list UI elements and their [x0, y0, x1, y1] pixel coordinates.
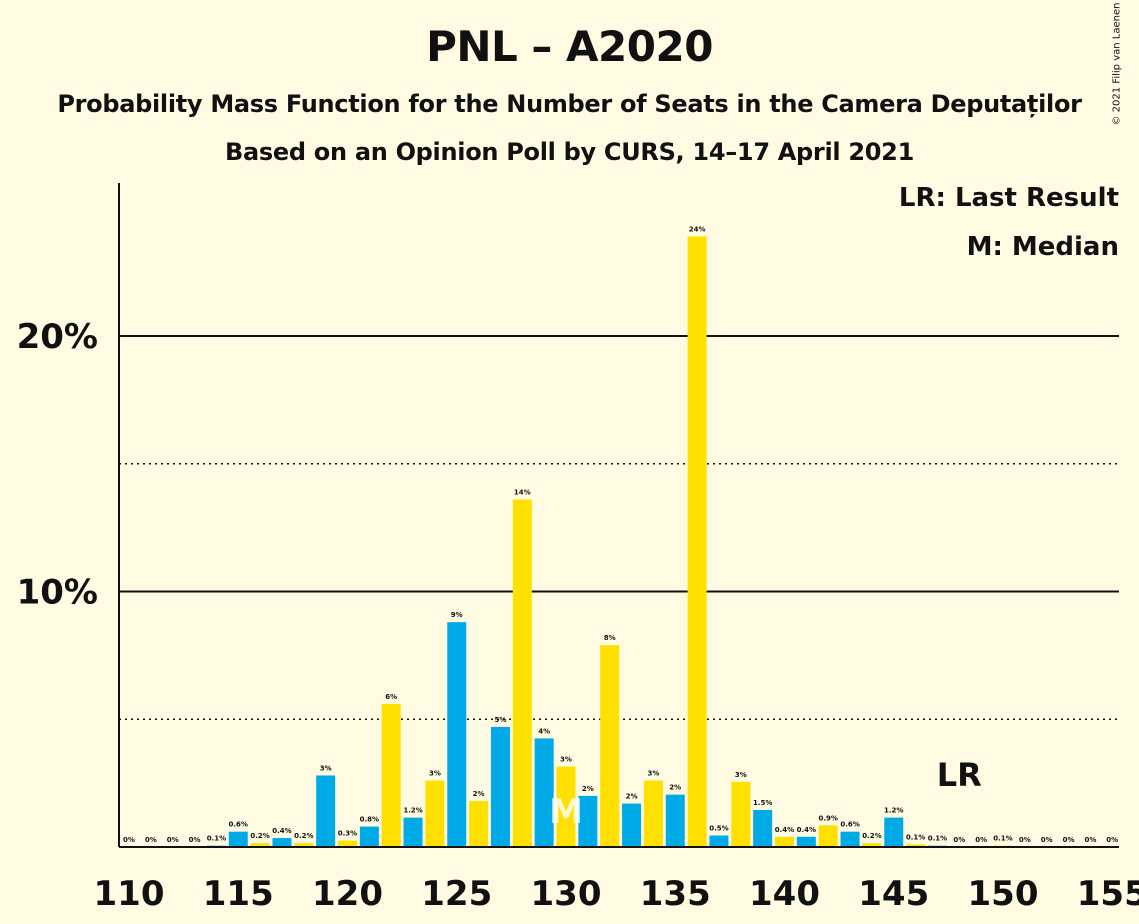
bar-label-113: 0%: [189, 836, 201, 844]
bar-label-133: 2%: [626, 793, 638, 801]
x-tick-label-120: 120: [312, 874, 383, 914]
bar-label-135: 2%: [669, 784, 681, 792]
bar-label-145: 1.2%: [884, 807, 903, 815]
legend-median: M: Median: [966, 232, 1119, 262]
legend-last-result: LR: Last Result: [898, 183, 1119, 213]
bar-127: [490, 726, 510, 847]
bar-label-147: 0.1%: [928, 835, 947, 843]
bar-label-142: 0.9%: [818, 814, 837, 822]
bar-label-115: 0.6%: [229, 821, 248, 829]
x-tick-label-130: 130: [531, 874, 602, 914]
bar-label-129: 4%: [538, 727, 550, 735]
bar-label-128: 14%: [514, 489, 531, 497]
y-tick-label-20: 20%: [17, 317, 98, 357]
x-tick-label-110: 110: [94, 874, 165, 914]
bar-118: [294, 843, 314, 847]
bar-label-120: 0.3%: [338, 830, 357, 838]
bar-135: [665, 794, 685, 847]
bar-119: [316, 775, 336, 847]
bar-label-125: 9%: [451, 611, 463, 619]
bar-label-117: 0.4%: [272, 827, 291, 835]
bar-label-149: 0%: [975, 836, 987, 844]
bar-label-110: 0%: [123, 836, 135, 844]
bar-label-138: 3%: [735, 771, 747, 779]
bar-label-134: 3%: [647, 770, 659, 778]
bar-131: [578, 795, 598, 847]
bar-142: [818, 825, 838, 847]
bar-label-154: 0%: [1084, 836, 1096, 844]
bar-label-136: 24%: [689, 225, 706, 233]
bar-label-148: 0%: [953, 836, 965, 844]
bar-134: [643, 780, 663, 847]
bar-124: [425, 780, 445, 847]
chart-title: PNL – A2020: [426, 22, 713, 71]
bar-label-152: 0%: [1041, 836, 1053, 844]
bar-label-146: 0.1%: [906, 833, 925, 841]
x-tick-label-155: 155: [1077, 874, 1139, 914]
bar-label-127: 5%: [495, 716, 507, 724]
bar-139: [753, 809, 773, 847]
bar-130: [556, 766, 576, 847]
chart-subtitle-source: Based on an Opinion Poll by CURS, 14–17 …: [225, 138, 914, 166]
bar-145: [884, 817, 904, 847]
bar-121: [359, 826, 379, 847]
last-result-marker: LR: [937, 756, 982, 794]
x-tick-label-150: 150: [968, 874, 1039, 914]
bar-label-124: 3%: [429, 770, 441, 778]
bar-label-153: 0%: [1063, 836, 1075, 844]
bar-132: [600, 645, 620, 847]
bar-label-143: 0.6%: [840, 821, 859, 829]
bar-138: [731, 781, 751, 847]
bar-125: [447, 622, 467, 847]
bar-label-118: 0.2%: [294, 832, 313, 840]
bar-146: [906, 844, 926, 847]
bar-label-121: 0.8%: [360, 816, 379, 824]
bar-label-122: 6%: [385, 693, 397, 701]
bar-label-141: 0.4%: [797, 826, 816, 834]
bar-116: [250, 843, 270, 847]
bar-label-119: 3%: [320, 764, 332, 772]
x-tick-label-125: 125: [421, 874, 492, 914]
bar-label-130: 3%: [560, 756, 572, 764]
bar-label-114: 0.1%: [207, 835, 226, 843]
bar-label-116: 0.2%: [250, 832, 269, 840]
x-tick-label-135: 135: [640, 874, 711, 914]
bar-137: [709, 835, 729, 847]
chart-subtitle: Probability Mass Function for the Number…: [57, 90, 1082, 118]
bar-label-123: 1.2%: [403, 807, 422, 815]
bar-label-126: 2%: [473, 790, 485, 798]
bar-label-144: 0.2%: [862, 832, 881, 840]
bar-141: [796, 836, 816, 847]
x-tick-label-145: 145: [858, 874, 929, 914]
bar-label-150: 0.1%: [993, 835, 1012, 843]
bar-136: [687, 236, 707, 848]
bar-133: [622, 803, 642, 847]
bar-126: [469, 801, 489, 847]
bar-label-112: 0%: [167, 836, 179, 844]
x-tick-label-140: 140: [749, 874, 820, 914]
bar-122: [381, 703, 401, 847]
bar-label-137: 0.5%: [709, 825, 728, 833]
bar-117: [272, 838, 292, 847]
y-tick-label-10: 10%: [17, 573, 98, 613]
bar-label-131: 2%: [582, 785, 594, 793]
bar-128: [512, 499, 532, 847]
bar-label-151: 0%: [1019, 836, 1031, 844]
bar-123: [403, 817, 423, 847]
bar-140: [775, 836, 794, 847]
bar-144: [862, 843, 882, 847]
bar-129: [534, 738, 554, 847]
bar-label-140: 0.4%: [775, 826, 794, 834]
bar-label-139: 1.5%: [753, 799, 772, 807]
bar-115: [228, 831, 248, 847]
bar-label-155: 0%: [1106, 836, 1118, 844]
bar-143: [840, 831, 860, 847]
bar-120: [338, 840, 357, 847]
median-marker: M: [549, 792, 583, 832]
bar-label-132: 8%: [604, 634, 616, 642]
bar-label-111: 0%: [145, 836, 157, 844]
x-tick-label-115: 115: [203, 874, 274, 914]
